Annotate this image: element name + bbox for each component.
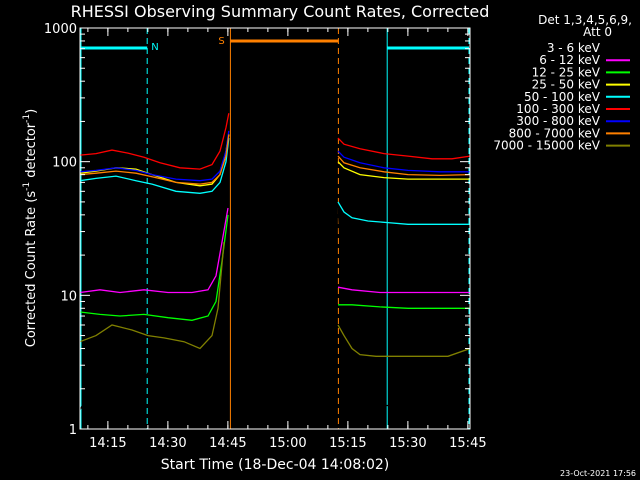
x-axis-label: Start Time (18-Dec-04 14:08:02) (161, 457, 389, 473)
series-line-segment (80, 138, 230, 194)
y-axis-label-sup2: -1 (22, 114, 32, 123)
series-line-segment (337, 155, 470, 177)
legend-entry-label: 3 - 6 keV (547, 41, 601, 55)
legend-entry-label: 100 - 300 keV (516, 102, 600, 116)
series-line-segment (80, 130, 230, 182)
y-tick-label: 1000 (44, 22, 77, 37)
series-line-segment (80, 214, 229, 321)
legend-header-detectors: Det 1,3,4,5,6,9, (538, 13, 632, 27)
series-50to100keV (80, 138, 470, 225)
observing-annotations: NS (80, 28, 470, 429)
y-tick-label: 100 (52, 156, 77, 171)
legend-entry-label: 800 - 7000 keV (509, 126, 601, 140)
series-line-segment (80, 207, 229, 410)
series-line-segment (337, 324, 470, 357)
legend-entry-label: 7000 - 15000 keV (493, 139, 600, 153)
series-line-segment (80, 134, 230, 185)
plot-frame (79, 27, 471, 430)
x-tick-label: 15:00 (269, 436, 306, 451)
series-line-segment (337, 137, 470, 160)
series-7000to15000keV (80, 242, 470, 357)
series-6to12keV (80, 207, 470, 294)
x-tick-label: 14:15 (89, 436, 126, 451)
series-100to300keV (80, 113, 470, 170)
series-line-segment (80, 242, 225, 350)
x-tick-label: 15:30 (389, 436, 426, 451)
x-tick-label: 14:45 (209, 436, 246, 451)
series-group (80, 113, 470, 410)
series-3to6keV (80, 201, 470, 410)
series-300to800keV (80, 130, 470, 182)
legend-header-attenuator: Att 0 (583, 25, 612, 39)
legend-entry-label: 6 - 12 keV (539, 53, 601, 67)
y-tick-label: 10 (60, 289, 77, 304)
y-axis-label-end: ) (24, 109, 39, 114)
y-axis-label-main: Corrected Count Rate (s (24, 191, 39, 348)
y-tick-label: 1 (69, 423, 77, 438)
series-line-segment (337, 150, 470, 173)
legend-entry-label: 50 - 100 keV (524, 90, 601, 104)
night-label: N (151, 42, 158, 53)
y-axis-label-mid: detector (24, 122, 39, 182)
y-axis-label-sup1: -1 (22, 182, 32, 191)
saa-label: S (218, 36, 224, 47)
y-axis-label: Corrected Count Rate (s-1 detector-1) (22, 109, 39, 347)
axes: 14:15 14:30 14:45 15:00 15:15 15:30 15:45 1 10 10… (44, 22, 487, 451)
date-stamp: 23-Oct-2021 17:56 (560, 469, 636, 478)
series-line-segment (337, 161, 470, 180)
legend-entry-label: 25 - 50 keV (532, 78, 601, 92)
x-tick-label: 15:15 (329, 436, 366, 451)
series-line-segment (337, 201, 470, 225)
series-line-segment (337, 286, 470, 294)
series-line-segment (338, 304, 470, 309)
legend-entry-label: 300 - 800 keV (516, 114, 600, 128)
x-tick-label: 14:30 (149, 436, 186, 451)
x-tick-label: 15:45 (449, 436, 486, 451)
series-line-segment (80, 113, 230, 170)
series-line-segment (80, 207, 229, 294)
series-800to7000keV (80, 134, 470, 185)
series-line-segment (337, 201, 470, 407)
legend-entry-label: 12 - 25 keV (532, 65, 601, 79)
chart-title: RHESSI Observing Summary Count Rates, Co… (71, 2, 490, 21)
series-12to25keV (80, 214, 470, 321)
